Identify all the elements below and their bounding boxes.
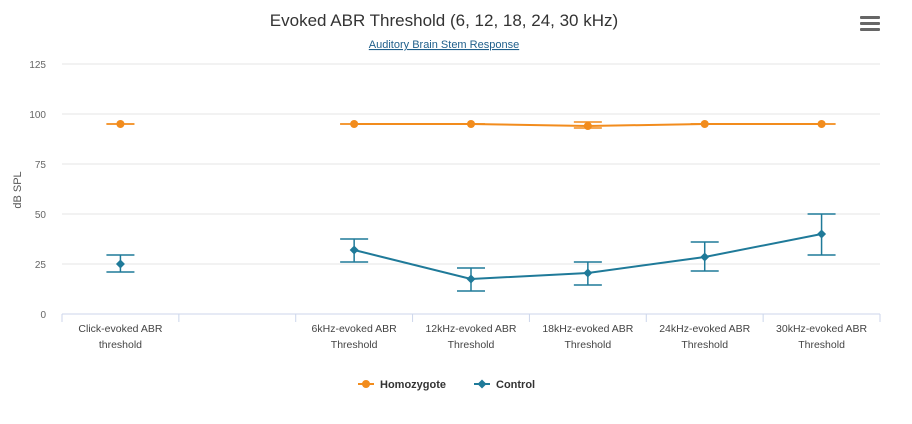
homozygote-series bbox=[106, 120, 836, 130]
y-tick-label: 50 bbox=[35, 210, 47, 221]
x-tick-label: threshold bbox=[99, 339, 142, 351]
legend-item-homozygote[interactable]: Homozygote bbox=[358, 379, 446, 391]
control-point bbox=[349, 245, 359, 255]
x-tick-label: Threshold bbox=[565, 339, 612, 351]
y-tick-label: 25 bbox=[35, 260, 47, 271]
legend-label: Homozygote bbox=[380, 379, 446, 391]
x-tick-label: Threshold bbox=[681, 339, 728, 351]
y-axis-label: dB SPL bbox=[12, 171, 24, 208]
x-tick-label: Threshold bbox=[331, 339, 378, 351]
control-point bbox=[700, 252, 710, 262]
x-tick-label: 6kHz-evoked ABR bbox=[312, 323, 398, 335]
y-tick-label: 75 bbox=[35, 160, 47, 171]
y-tick-label: 125 bbox=[29, 60, 46, 71]
x-tick-label: Threshold bbox=[448, 339, 495, 351]
homozygote-point bbox=[467, 120, 475, 128]
control-point bbox=[466, 274, 476, 284]
control-series bbox=[106, 213, 836, 292]
y-tick-label: 0 bbox=[40, 310, 46, 321]
homozygote-point bbox=[817, 120, 826, 128]
legend-label: Control bbox=[496, 379, 535, 391]
y-tick-label: 100 bbox=[29, 110, 46, 121]
homozygote-point bbox=[700, 120, 709, 128]
control-point bbox=[583, 268, 593, 278]
x-tick-label: 12kHz-evoked ABR bbox=[425, 323, 516, 335]
x-tick-label: Click-evoked ABR bbox=[78, 323, 162, 335]
control-point bbox=[817, 229, 827, 239]
x-tick-label: 18kHz-evoked ABR bbox=[542, 323, 633, 335]
hamburger-menu-icon[interactable] bbox=[860, 16, 880, 32]
legend-item-control[interactable]: Control bbox=[474, 379, 535, 391]
x-tick-label: Threshold bbox=[798, 339, 845, 351]
x-tick-label: 30kHz-evoked ABR bbox=[776, 323, 867, 335]
chart-title: Evoked ABR Threshold (6, 12, 18, 24, 30 … bbox=[270, 11, 618, 30]
homozygote-point bbox=[350, 120, 359, 128]
legend-symbol-marker bbox=[477, 379, 487, 389]
legend-symbol-marker bbox=[362, 380, 370, 388]
homozygote-point bbox=[116, 120, 125, 128]
homozygote-point bbox=[583, 122, 592, 130]
chart-subtitle[interactable]: Auditory Brain Stem Response bbox=[369, 39, 519, 51]
x-tick-label: 24kHz-evoked ABR bbox=[659, 323, 750, 335]
control-point bbox=[115, 259, 125, 269]
